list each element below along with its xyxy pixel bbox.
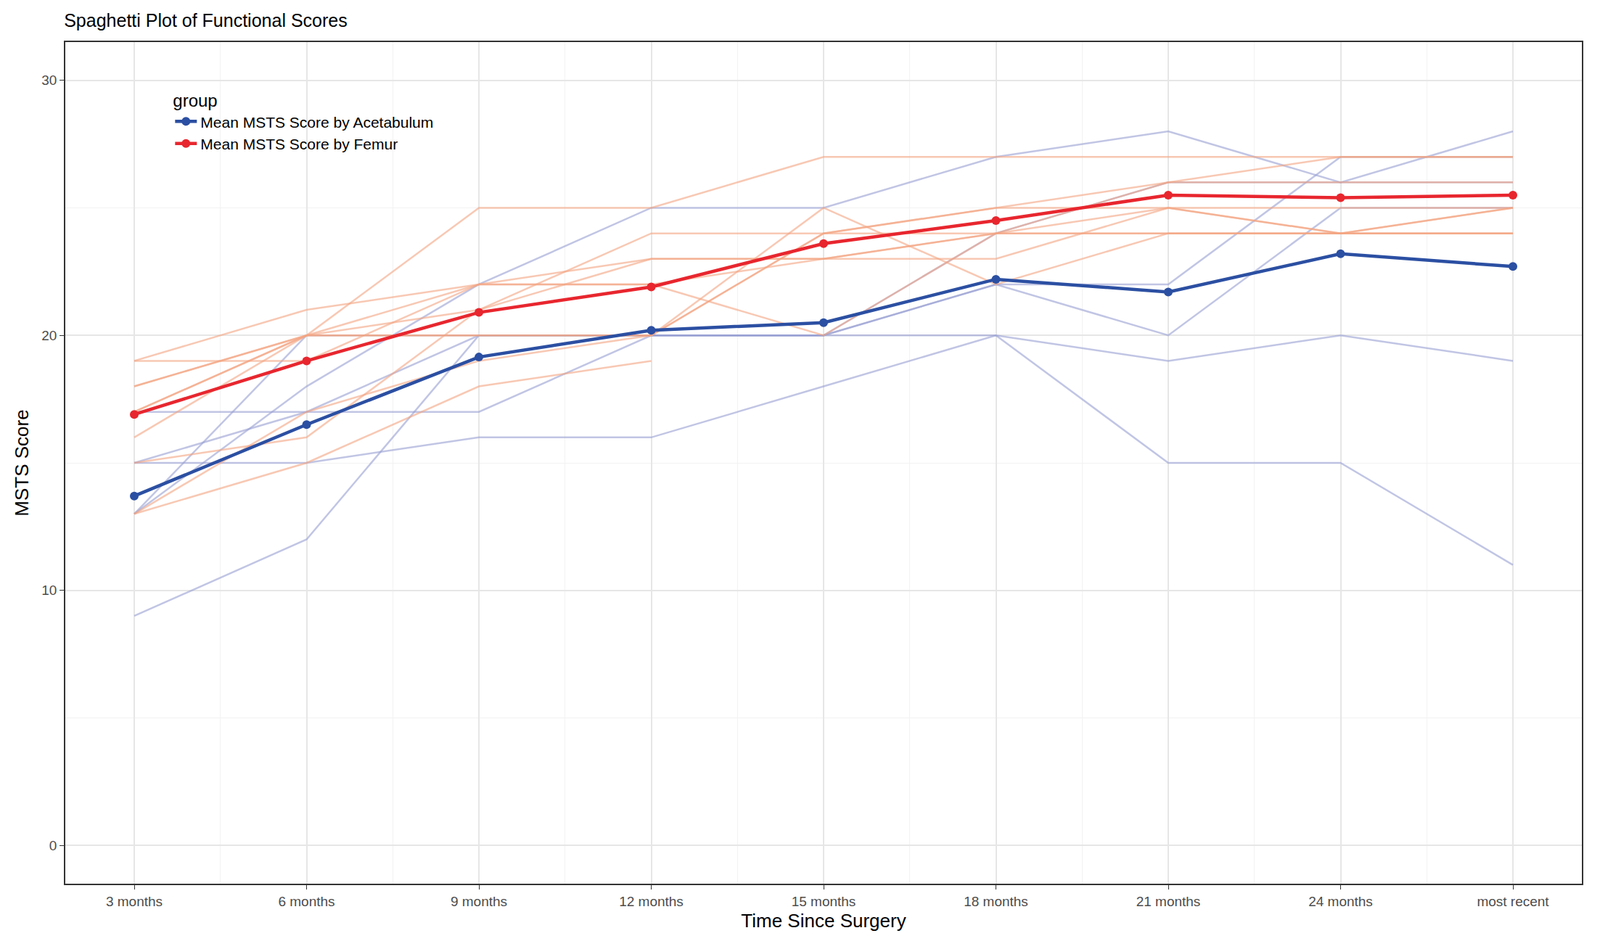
svg-text:24 months: 24 months bbox=[1308, 893, 1373, 910]
svg-text:0: 0 bbox=[49, 838, 58, 854]
svg-text:10: 10 bbox=[41, 582, 57, 598]
svg-text:Mean MSTS Score by Acetabulum: Mean MSTS Score by Acetabulum bbox=[200, 113, 434, 131]
svg-text:Mean MSTS Score by Femur: Mean MSTS Score by Femur bbox=[200, 135, 398, 153]
svg-text:20: 20 bbox=[41, 327, 57, 344]
svg-text:3 months: 3 months bbox=[105, 893, 163, 910]
svg-text:30: 30 bbox=[41, 72, 57, 88]
svg-text:12 months: 12 months bbox=[618, 893, 684, 910]
svg-text:MSTS Score: MSTS Score bbox=[10, 409, 33, 516]
svg-text:most recent: most recent bbox=[1476, 893, 1550, 910]
svg-text:18 months: 18 months bbox=[963, 893, 1029, 910]
svg-text:9 months: 9 months bbox=[450, 893, 508, 910]
svg-text:Spaghetti Plot of Functional S: Spaghetti Plot of Functional Scores bbox=[63, 10, 348, 31]
svg-text:6 months: 6 months bbox=[277, 893, 335, 910]
svg-text:Time Since Surgery: Time Since Surgery bbox=[740, 909, 906, 932]
svg-text:15 months: 15 months bbox=[791, 893, 857, 910]
svg-text:21 months: 21 months bbox=[1136, 893, 1201, 910]
svg-text:group: group bbox=[172, 90, 217, 111]
